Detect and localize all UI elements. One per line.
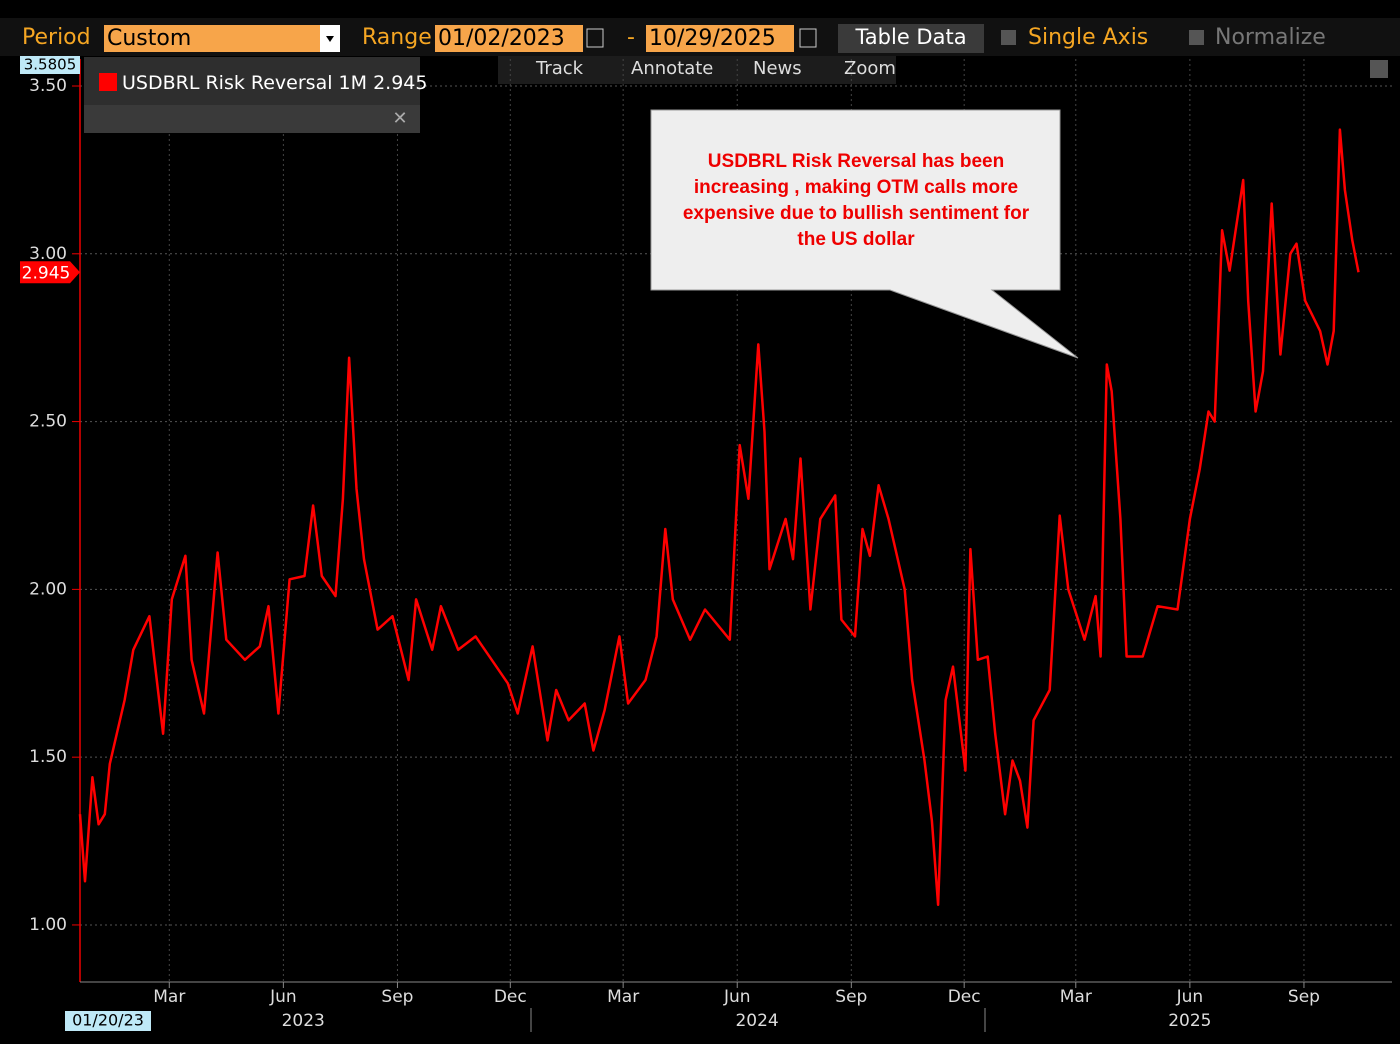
y-tick-label: 2.00	[29, 579, 67, 599]
dropdown-arrow	[326, 36, 334, 42]
period-value: Custom	[107, 26, 191, 51]
last-value-label: 2.945	[22, 263, 71, 283]
x-tick-label: Sep	[835, 987, 867, 1007]
expand-icon[interactable]	[1370, 60, 1388, 78]
x-tick-label: Sep	[1288, 987, 1320, 1007]
y-tick-label: 1.00	[29, 915, 67, 935]
range-label: Range	[362, 25, 432, 50]
y-tick-label: 3.50	[29, 76, 67, 96]
tool[interactable]: News	[753, 58, 802, 79]
period-label: Period	[22, 25, 91, 50]
x-tick-label: Dec	[948, 987, 981, 1007]
y-tick-label: 1.50	[29, 747, 67, 767]
x-tick-label: Mar	[1060, 987, 1092, 1007]
legend-close[interactable]: ✕	[392, 108, 407, 129]
top-value: 3.5805	[24, 56, 77, 74]
legend-value: 2.945	[373, 72, 427, 94]
year-label: 2023	[282, 1011, 325, 1031]
start-tag	[65, 1011, 151, 1031]
start-date: 01/02/2023	[438, 26, 565, 51]
legend-label: USDBRL Risk Reversal 1M 2.945	[122, 72, 427, 94]
x-tick-label: Jun	[1176, 987, 1204, 1007]
x-tick-label: Mar	[607, 987, 639, 1007]
start-input[interactable]	[435, 25, 583, 52]
top-value-tag	[20, 56, 80, 74]
annotation-line: USDBRL Risk Reversal has been	[708, 151, 1004, 172]
checkbox[interactable]	[1001, 30, 1016, 45]
normalize: Normalize	[1215, 25, 1326, 50]
plot	[78, 128, 1360, 907]
y-tick-label: 2.50	[29, 412, 67, 432]
calendar-icon[interactable]	[799, 28, 817, 48]
year-label: 2024	[735, 1011, 778, 1031]
x-tick-label: Sep	[381, 987, 413, 1007]
line	[78, 128, 1360, 907]
annotation: USDBRL Risk Reversal has been increasing …	[683, 151, 1030, 250]
calendar-icon[interactable]	[586, 28, 604, 48]
last-value-tag	[20, 261, 80, 284]
tool[interactable]: Track	[535, 58, 584, 79]
tools-bar	[498, 56, 896, 84]
start-label: 01/20/23	[72, 1011, 144, 1030]
single-axis: Single Axis	[1028, 25, 1148, 50]
end-input[interactable]	[646, 25, 794, 52]
tool[interactable]: Zoom	[844, 58, 896, 79]
x-tick-label: Dec	[494, 987, 527, 1007]
end-date: 10/29/2025	[649, 26, 776, 51]
table-button-label: Table Data	[854, 25, 966, 49]
dash: -	[627, 25, 635, 50]
year-label: 2025	[1168, 1011, 1211, 1031]
y-tick-label: 3.00	[29, 244, 67, 264]
x-tick-label: Jun	[723, 987, 751, 1007]
x-tick-label: Mar	[153, 987, 185, 1007]
annotation-line: increasing , making OTM calls more	[694, 177, 1018, 198]
legend-swatch	[99, 73, 117, 91]
annotation-line: expensive due to bullish sentiment for	[683, 203, 1030, 224]
x-tick-label: Jun	[269, 987, 297, 1007]
annotation-box	[650, 109, 1079, 359]
period-select[interactable]	[104, 25, 340, 52]
tool[interactable]: Annotate	[631, 58, 713, 79]
annotation-line: the US dollar	[797, 229, 915, 250]
legend-footer	[84, 105, 420, 133]
table-button[interactable]	[838, 24, 984, 53]
checkbox[interactable]	[1189, 30, 1204, 45]
legend-name: USDBRL Risk Reversal 1M	[122, 72, 367, 94]
